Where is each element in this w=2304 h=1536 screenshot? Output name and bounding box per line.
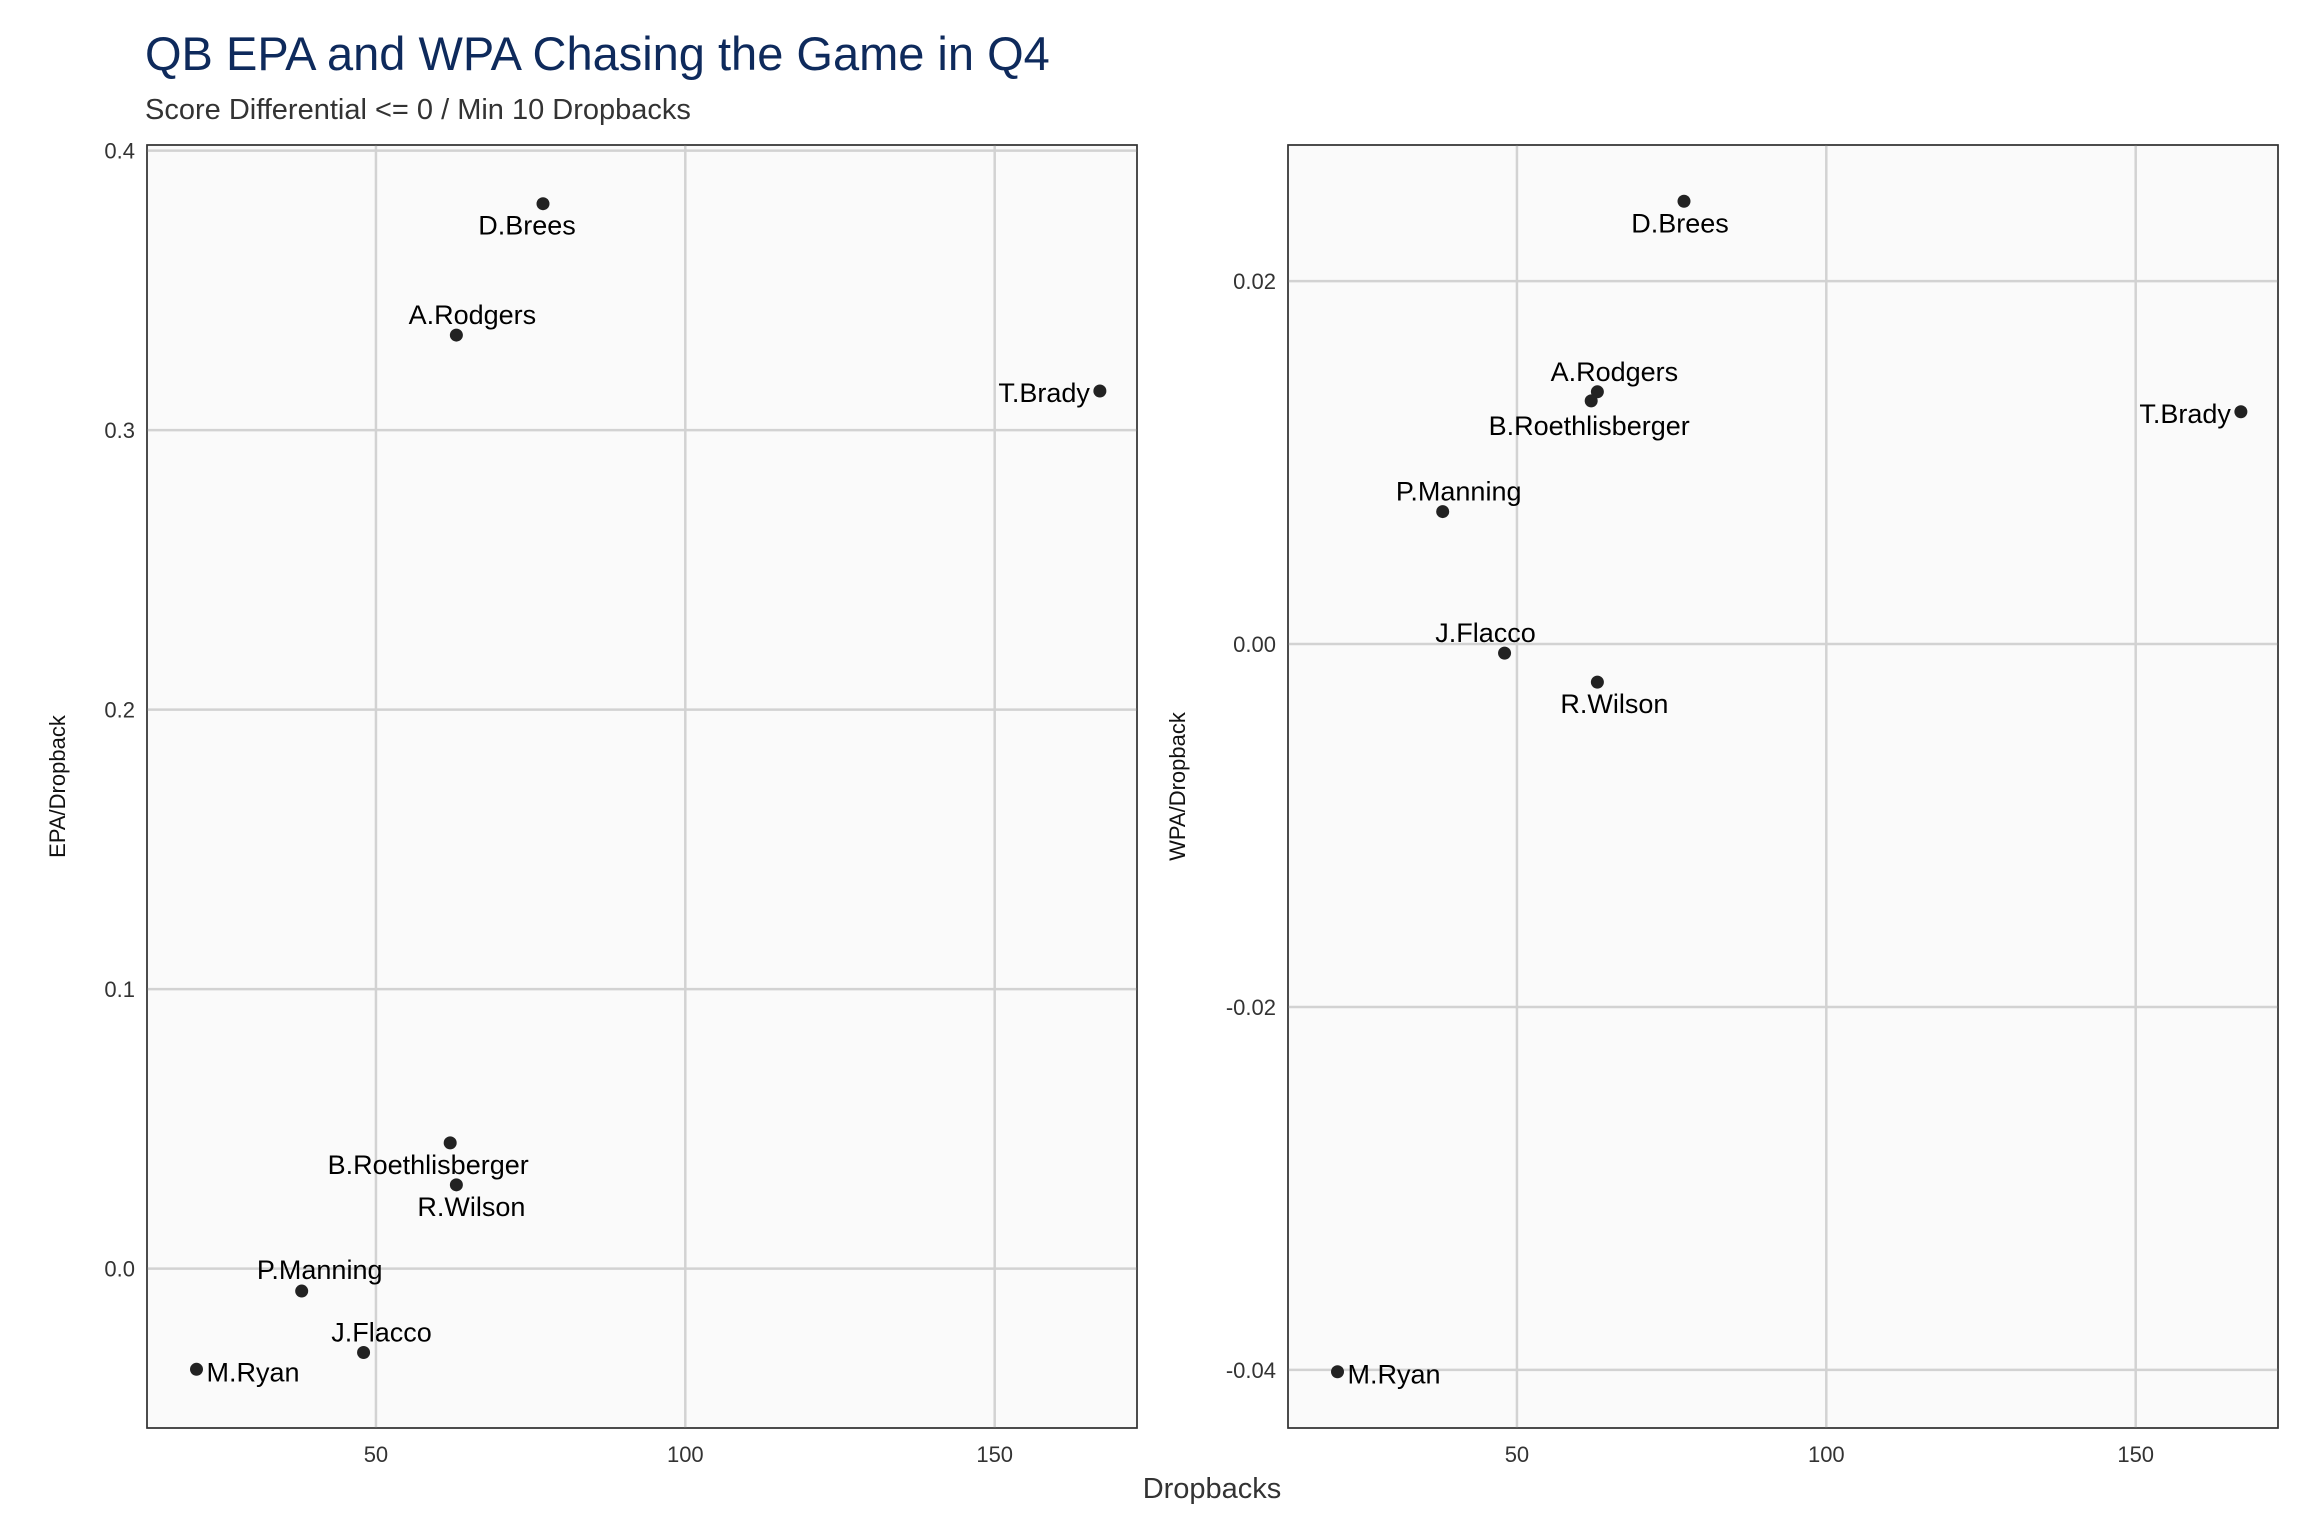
plot-panel-2 (1287, 144, 2279, 1429)
data-point (449, 1178, 463, 1192)
x-axis-label: Dropbacks (1143, 1473, 1282, 1505)
point-label: J.Flacco (1435, 618, 1536, 648)
plot-border (1287, 144, 2279, 1429)
chart-subtitle: Score Differential <= 0 / Min 10 Dropbac… (145, 94, 691, 126)
point-label: D.Brees (1631, 208, 1729, 238)
data-point (2234, 405, 2248, 419)
point-label: P.Manning (257, 1255, 383, 1285)
data-point (1498, 646, 1512, 660)
y-axis-label: WPA/Dropback (1165, 711, 1190, 861)
point-label: R.Wilson (417, 1192, 525, 1222)
data-point (1331, 1365, 1344, 1379)
x-tick-label: 50 (364, 1442, 388, 1467)
plot-panel-1 (146, 144, 1138, 1429)
data-point (449, 328, 463, 342)
plot-border (146, 144, 1138, 1429)
data-point (357, 1346, 371, 1360)
point-label: M.Ryan (1348, 1360, 1441, 1390)
x-tick-label: 50 (1505, 1442, 1529, 1467)
y-tick-label: 0.4 (104, 139, 135, 164)
data-point (1436, 505, 1450, 519)
point-label: D.Brees (478, 211, 576, 241)
data-point (295, 1284, 309, 1298)
data-point (1093, 384, 1107, 398)
data-point (1590, 675, 1604, 689)
point-label: A.Rodgers (1551, 357, 1679, 387)
point-label: A.Rodgers (409, 300, 537, 330)
data-point (443, 1136, 457, 1150)
point-label: T.Brady (998, 378, 1090, 408)
point-label: T.Brady (2139, 399, 2231, 429)
x-tick-label: 100 (1808, 1442, 1845, 1467)
y-tick-label: 0.02 (1233, 269, 1276, 294)
data-point (1590, 385, 1604, 399)
point-label: B.Roethlisberger (328, 1150, 529, 1180)
y-tick-label: 0.00 (1233, 632, 1276, 657)
y-axis-label: EPA/Dropback (45, 714, 70, 858)
data-point (1677, 194, 1691, 208)
point-label: B.Roethlisberger (1489, 411, 1690, 441)
chart-title: QB EPA and WPA Chasing the Game in Q4 (145, 27, 1050, 80)
x-tick-label: 100 (667, 1442, 704, 1467)
y-tick-label: -0.02 (1226, 995, 1276, 1020)
data-point (1584, 394, 1598, 408)
x-tick-label: 150 (2117, 1442, 2154, 1467)
data-point (190, 1362, 203, 1376)
y-tick-label: -0.04 (1226, 1358, 1276, 1383)
y-tick-label: 0.2 (104, 698, 135, 723)
x-tick-label: 150 (976, 1442, 1013, 1467)
data-point (536, 197, 550, 211)
point-label: M.Ryan (207, 1357, 300, 1387)
y-tick-label: 0.3 (104, 418, 135, 443)
point-label: P.Manning (1396, 477, 1522, 507)
point-label: R.Wilson (1560, 689, 1668, 719)
point-label: J.Flacco (331, 1318, 432, 1348)
y-tick-label: 0.0 (104, 1257, 135, 1282)
y-tick-label: 0.1 (104, 977, 135, 1002)
